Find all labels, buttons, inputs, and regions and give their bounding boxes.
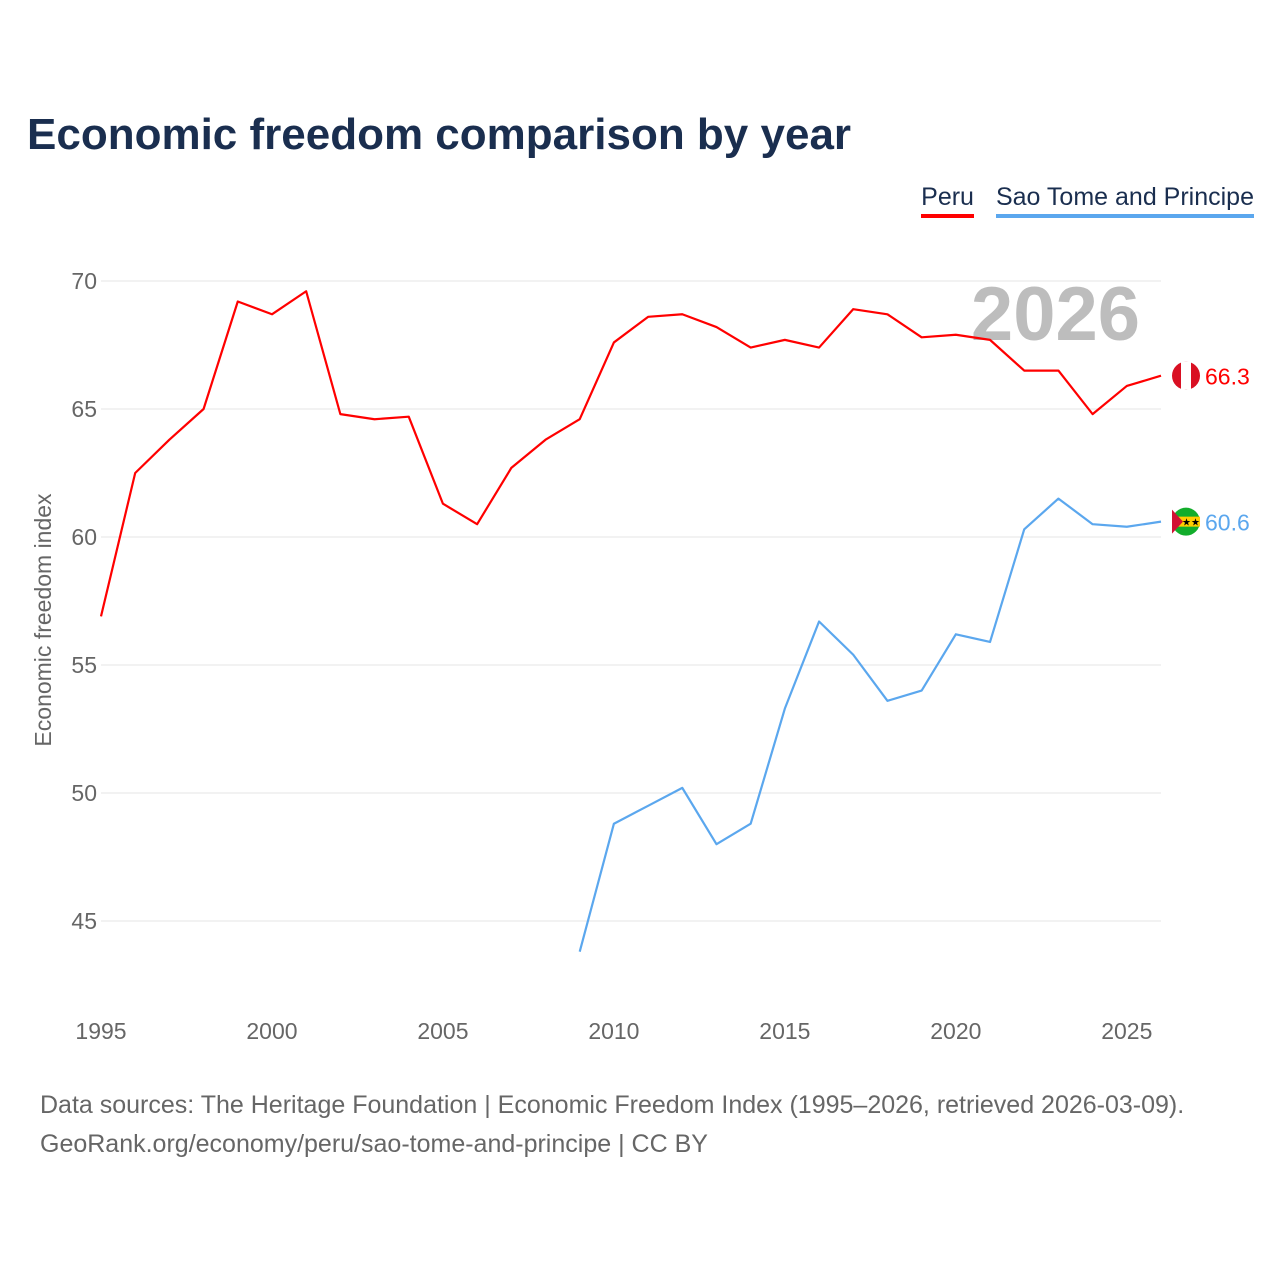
series-line-peru	[99, 290, 1162, 617]
data-source: Data sources: The Heritage Foundation | …	[40, 1091, 1185, 1119]
y-tick-label: 60	[71, 524, 97, 550]
y-tick-label: 45	[71, 908, 97, 934]
end-value-label: 66.3	[1205, 364, 1250, 390]
sao-tome-flag-icon-stripe	[1172, 516, 1200, 527]
legend-item-sao-tome[interactable]: Sao Tome and Principe	[995, 183, 1254, 218]
x-tick-label: 2025	[1101, 1018, 1152, 1044]
legend-item-peru[interactable]: Peru	[921, 183, 974, 218]
end-value-label: 60.6	[1205, 510, 1250, 536]
x-tick-label: 2010	[588, 1018, 639, 1044]
legend: Peru Sao Tome and Principe	[921, 183, 1254, 218]
x-tick-label: 1995	[75, 1018, 126, 1044]
chart-title: Economic freedom comparison by year	[27, 110, 852, 159]
series-line-sao-tome	[578, 497, 1162, 953]
y-tick-label: 70	[71, 268, 97, 294]
y-axis-label: Economic freedom index	[30, 493, 56, 747]
sao-tome-flag-icon-triangle	[1172, 509, 1183, 534]
sao-tome-flag-icon-stars: ★★	[1182, 518, 1200, 529]
x-tick-label: 2020	[930, 1018, 981, 1044]
y-tick-label: 50	[71, 780, 97, 806]
source-url: GeoRank.org/economy/peru/sao-tome-and-pr…	[40, 1130, 708, 1158]
y-tick-label: 65	[71, 396, 97, 422]
year-watermark: 2026	[971, 272, 1140, 357]
y-tick-label: 55	[71, 652, 97, 678]
x-tick-label: 2015	[759, 1018, 810, 1044]
peru-flag-icon-stripe	[1181, 361, 1191, 390]
x-tick-label: 2000	[246, 1018, 297, 1044]
x-tick-label: 2005	[417, 1018, 468, 1044]
footer: Data sources: The Heritage Foundation | …	[40, 1086, 1184, 1164]
